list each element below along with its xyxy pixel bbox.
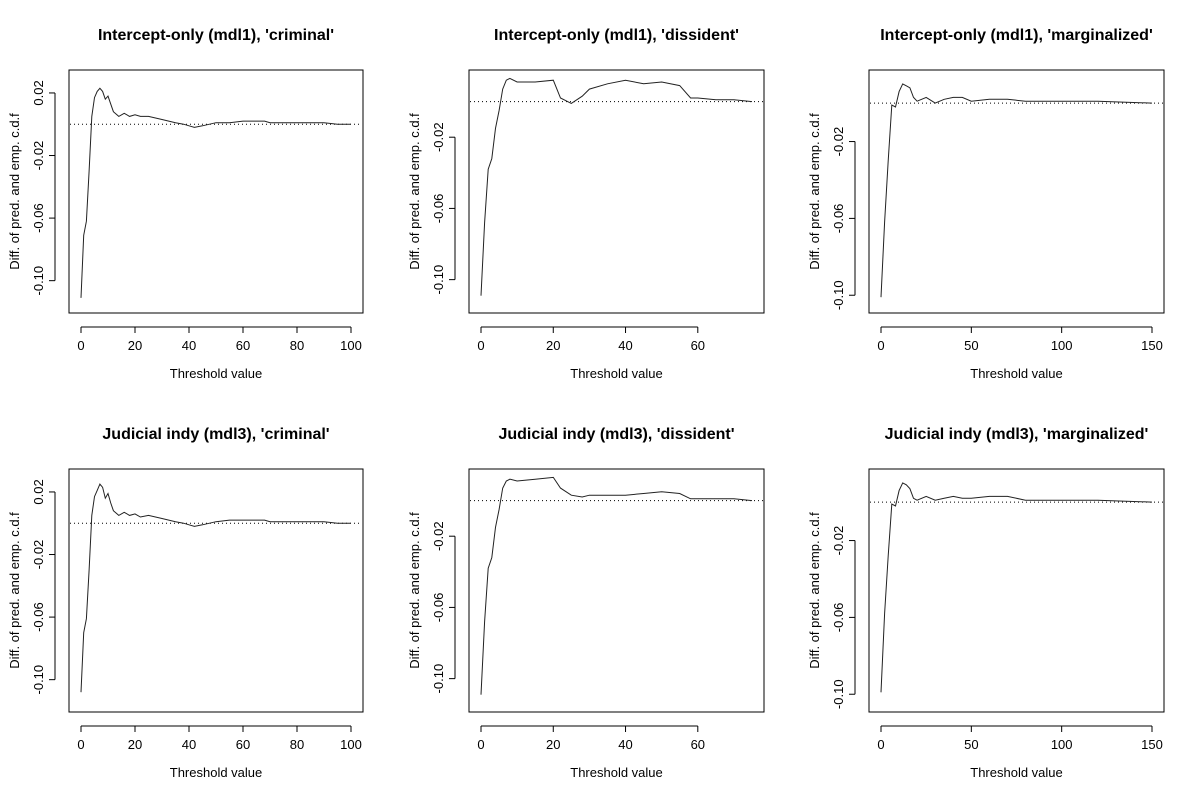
- x-tick-label: 100: [1051, 338, 1073, 353]
- y-tick-label: 0.02: [31, 80, 46, 105]
- x-tick-label: 80: [290, 338, 304, 353]
- chart-panel-2: Intercept-only (mdl1), 'dissident' 0 20 40 6…: [407, 27, 765, 381]
- plot-frame: [468, 468, 765, 713]
- series-line: [80, 87, 351, 298]
- x-tick-label: 0: [877, 338, 884, 353]
- series-line: [880, 482, 1153, 693]
- x-tick-label: 60: [236, 338, 250, 353]
- x-axis-label: Threshold value: [170, 765, 263, 780]
- chart-title: Intercept-only (mdl1), 'criminal': [98, 27, 334, 44]
- plot-frame: [868, 69, 1165, 314]
- x-axis-label: Threshold value: [570, 765, 663, 780]
- x-tick-label: 50: [964, 737, 978, 752]
- x-tick-label: 150: [1141, 338, 1163, 353]
- chart-title: Judicial indy (mdl3), 'marginalized': [885, 426, 1149, 443]
- y-tick-label: -0.02: [31, 141, 46, 171]
- x-tick-label: 40: [182, 338, 196, 353]
- y-axis-label: Diff. of pred. and emp. c.d.f: [7, 113, 22, 270]
- x-tick-label: 80: [290, 737, 304, 752]
- y-tick-label: -0.10: [831, 679, 846, 709]
- x-tick-label: 0: [877, 737, 884, 752]
- x-tick-label: 0: [77, 338, 84, 353]
- y-tick-label: -0.06: [31, 602, 46, 632]
- y-tick-label: -0.06: [431, 593, 446, 623]
- x-tick-label: 20: [128, 737, 142, 752]
- x-tick-label: 20: [128, 338, 142, 353]
- x-tick-label: 40: [618, 737, 632, 752]
- x-axis-label: Threshold value: [970, 765, 1063, 780]
- x-tick-label: 150: [1141, 737, 1163, 752]
- x-tick-label: 60: [236, 737, 250, 752]
- x-tick-label: 50: [964, 338, 978, 353]
- y-tick-label: -0.06: [831, 204, 846, 234]
- plot-frame: [868, 468, 1165, 713]
- y-tick-label: -0.10: [831, 280, 846, 310]
- series-line: [80, 483, 351, 693]
- y-tick-label: 0.02: [31, 479, 46, 504]
- y-axis-label: Diff. of pred. and emp. c.d.f: [407, 512, 422, 669]
- y-tick-label: -0.10: [431, 265, 446, 295]
- series-line: [480, 77, 753, 296]
- plot-frame: [468, 69, 765, 314]
- y-tick-label: -0.10: [31, 665, 46, 695]
- x-tick-label: 100: [1051, 737, 1073, 752]
- y-tick-label: -0.02: [831, 127, 846, 157]
- chart-title: Intercept-only (mdl1), 'dissident': [494, 27, 739, 44]
- series-line: [480, 476, 753, 695]
- x-axis-label: Threshold value: [170, 366, 263, 381]
- chart-panel-1: Intercept-only (mdl1), 'criminal' 0 20 40 60…: [7, 27, 364, 381]
- x-tick-label: 60: [691, 338, 705, 353]
- plot-frame: [68, 69, 364, 314]
- y-tick-label: -0.02: [831, 526, 846, 556]
- chart-panel-5: Judicial indy (mdl3), 'dissident' 0 20 40 60…: [407, 426, 765, 780]
- y-tick-label: -0.06: [431, 194, 446, 224]
- x-tick-label: 20: [546, 737, 560, 752]
- x-axis-label: Threshold value: [970, 366, 1063, 381]
- y-axis-label: Diff. of pred. and emp. c.d.f: [807, 113, 822, 270]
- y-tick-label: -0.02: [31, 540, 46, 570]
- y-tick-label: -0.10: [431, 664, 446, 694]
- chart-panel-6: Judicial indy (mdl3), 'marginalized' 0 50 1…: [807, 426, 1165, 780]
- x-tick-label: 40: [182, 737, 196, 752]
- x-tick-label: 20: [546, 338, 560, 353]
- x-tick-label: 0: [477, 338, 484, 353]
- chart-title: Judicial indy (mdl3), 'criminal': [102, 426, 329, 443]
- x-tick-label: 100: [340, 338, 362, 353]
- series-line: [880, 83, 1153, 298]
- chart-panel-4: Judicial indy (mdl3), 'criminal' 0 20 40 60 8…: [7, 426, 364, 780]
- y-axis-label: Diff. of pred. and emp. c.d.f: [7, 512, 22, 669]
- chart-title: Intercept-only (mdl1), 'marginalized': [880, 27, 1153, 44]
- x-tick-label: 0: [477, 737, 484, 752]
- y-tick-label: -0.06: [31, 203, 46, 233]
- x-tick-label: 60: [691, 737, 705, 752]
- y-axis-label: Diff. of pred. and emp. c.d.f: [407, 113, 422, 270]
- y-tick-label: -0.06: [831, 603, 846, 633]
- x-tick-label: 0: [77, 737, 84, 752]
- y-axis-label: Diff. of pred. and emp. c.d.f: [807, 512, 822, 669]
- y-tick-label: -0.02: [431, 122, 446, 152]
- chart-panel-3: Intercept-only (mdl1), 'marginalized' 0 50…: [807, 27, 1165, 381]
- y-tick-label: -0.02: [431, 521, 446, 551]
- y-tick-label: -0.10: [31, 266, 46, 296]
- x-axis-label: Threshold value: [570, 366, 663, 381]
- x-tick-label: 40: [618, 338, 632, 353]
- chart-title: Judicial indy (mdl3), 'dissident': [498, 426, 734, 443]
- x-tick-label: 100: [340, 737, 362, 752]
- plot-frame: [68, 468, 364, 713]
